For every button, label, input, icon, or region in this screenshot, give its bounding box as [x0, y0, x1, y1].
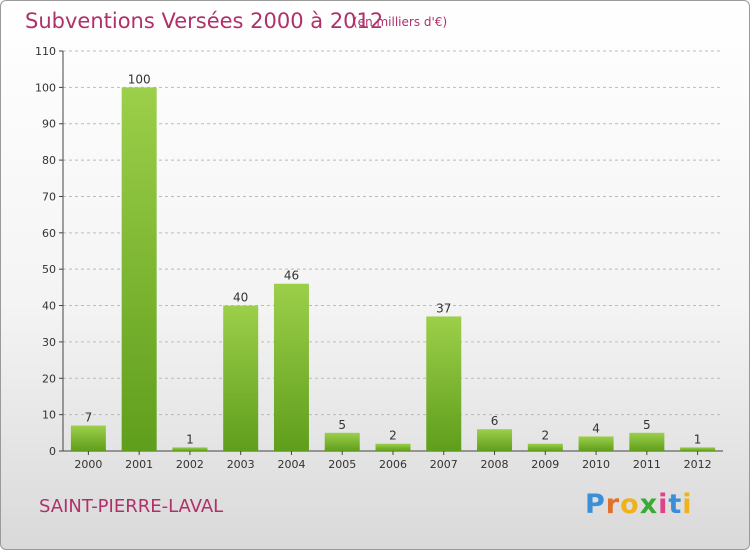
x-tick-label: 2006 [379, 458, 407, 471]
x-tick-label: 2002 [176, 458, 204, 471]
y-tick-label: 70 [42, 190, 56, 203]
y-tick-label: 30 [42, 336, 56, 349]
data-label: 4 [592, 421, 600, 435]
bar [223, 305, 259, 451]
x-tick-label: 2008 [481, 458, 509, 471]
x-tick-label: 2004 [277, 458, 305, 471]
data-label: 100 [128, 72, 151, 86]
y-tick-label: 40 [42, 300, 56, 313]
x-tick-label: 2000 [74, 458, 102, 471]
logo-letter: P [585, 489, 606, 520]
bar [629, 432, 665, 451]
data-label: 1 [694, 432, 702, 446]
y-tick-label: 90 [42, 118, 56, 131]
data-label: 7 [85, 411, 93, 425]
y-tick-label: 10 [42, 409, 56, 422]
bar [477, 429, 513, 451]
logo-letter: t [668, 489, 683, 520]
data-label: 37 [436, 301, 451, 315]
data-label: 40 [233, 291, 248, 305]
bar [426, 316, 462, 451]
bar [172, 447, 208, 451]
logo-letter: x [639, 489, 659, 520]
bar [375, 443, 411, 451]
data-label: 6 [491, 414, 499, 428]
x-tick-label: 2012 [684, 458, 712, 471]
x-tick-label: 2009 [531, 458, 559, 471]
proxiti-logo: Proxiti [585, 489, 693, 520]
y-tick-label: 20 [42, 372, 56, 385]
logo-letter: r [605, 489, 621, 520]
logo-letter: i [658, 489, 669, 520]
data-label: 2 [389, 429, 397, 443]
x-tick-label: 2007 [430, 458, 458, 471]
data-label: 2 [541, 429, 549, 443]
chart-subtitle: (en milliers d'€) [353, 15, 448, 29]
data-label: 1 [186, 432, 194, 446]
bar [273, 283, 309, 451]
x-tick-label: 2003 [227, 458, 255, 471]
y-tick-label: 50 [42, 263, 56, 276]
y-tick-label: 110 [35, 45, 56, 58]
logo-letter: o [620, 489, 640, 520]
x-tick-label: 2001 [125, 458, 153, 471]
y-tick-label: 80 [42, 154, 56, 167]
logo-letter: i [682, 489, 693, 520]
chart-title: Subventions Versées 2000 à 2012 [25, 9, 384, 33]
bar [324, 432, 360, 451]
bar [527, 443, 563, 451]
data-label: 46 [284, 269, 299, 283]
x-tick-label: 2011 [633, 458, 661, 471]
bar [578, 436, 614, 451]
bar [680, 447, 716, 451]
y-tick-label: 60 [42, 227, 56, 240]
x-tick-label: 2010 [582, 458, 610, 471]
data-label: 5 [338, 418, 346, 432]
bar [70, 425, 106, 451]
data-label: 5 [643, 418, 651, 432]
bar [121, 87, 157, 451]
x-tick-label: 2005 [328, 458, 356, 471]
y-tick-label: 100 [35, 81, 56, 94]
commune-name: SAINT-PIERRE-LAVAL [39, 496, 224, 517]
y-tick-label: 0 [49, 445, 56, 458]
